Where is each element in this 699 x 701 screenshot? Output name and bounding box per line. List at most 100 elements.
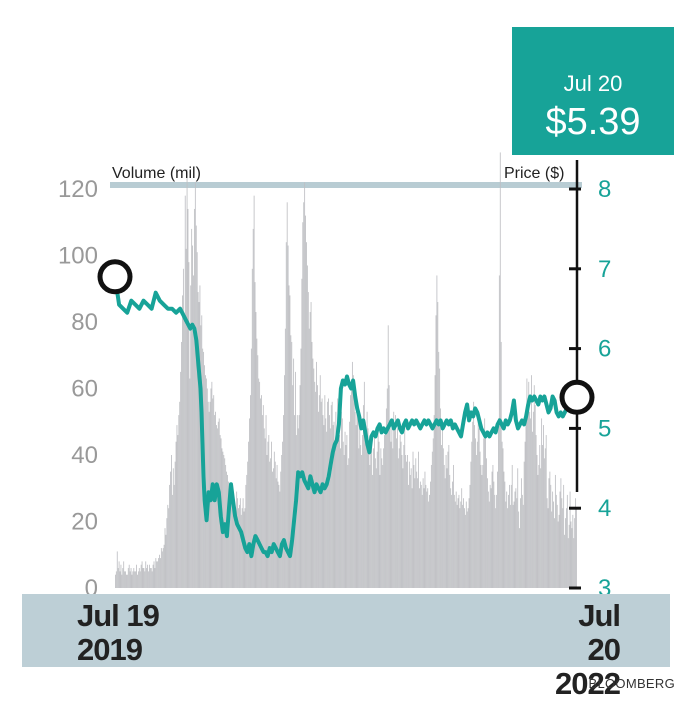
volume-bar bbox=[475, 455, 477, 588]
volume-bar bbox=[339, 435, 340, 588]
volume-bar bbox=[305, 215, 306, 588]
volume-bar bbox=[554, 474, 556, 588]
volume-bar bbox=[196, 252, 198, 588]
source-credit: BLOOMBERG bbox=[588, 676, 675, 691]
volume-bar bbox=[425, 484, 427, 588]
volume-bar bbox=[552, 491, 554, 588]
volume-bar bbox=[473, 401, 475, 588]
volume-bar bbox=[144, 571, 146, 589]
volume-bar bbox=[371, 435, 373, 588]
volume-bar bbox=[359, 428, 361, 588]
volume-bar bbox=[369, 464, 371, 588]
volume-bar bbox=[194, 182, 196, 588]
volume-bar bbox=[249, 418, 250, 588]
volume-bar bbox=[464, 508, 465, 588]
volume-bar bbox=[191, 228, 193, 588]
volume-bar bbox=[184, 195, 186, 588]
volume-bar bbox=[182, 295, 183, 588]
volume-bar bbox=[399, 435, 401, 588]
volume-bar bbox=[435, 315, 437, 588]
volume-bar bbox=[434, 375, 436, 588]
volume-bar bbox=[405, 455, 407, 588]
volume-bar bbox=[116, 551, 118, 588]
volume-bar bbox=[376, 451, 378, 588]
volume-bar bbox=[374, 431, 375, 588]
volume-bar bbox=[293, 358, 295, 588]
volume-bar bbox=[197, 292, 199, 588]
volume-bar bbox=[462, 504, 464, 589]
volume-bar bbox=[200, 325, 202, 588]
volume-bar bbox=[564, 534, 565, 588]
volume-bars bbox=[115, 152, 577, 589]
volume-bar bbox=[433, 415, 435, 588]
volume-bar bbox=[274, 461, 276, 588]
volume-bar bbox=[356, 401, 358, 588]
volume-bar bbox=[257, 355, 259, 588]
volume-bar bbox=[342, 441, 344, 588]
volume-bar bbox=[143, 568, 145, 588]
volume-bar bbox=[234, 504, 236, 589]
volume-bar bbox=[308, 328, 310, 588]
volume-bar bbox=[319, 375, 321, 588]
volume-bar bbox=[254, 282, 256, 588]
volume-bar bbox=[285, 242, 287, 588]
volume-bar bbox=[280, 471, 282, 589]
volume-bar bbox=[175, 441, 177, 588]
volume-bar bbox=[157, 561, 159, 588]
volume-bar bbox=[246, 474, 248, 588]
volume-bar bbox=[438, 351, 440, 588]
volume-bar bbox=[186, 169, 188, 589]
volume-bar bbox=[137, 574, 138, 588]
volume-bar bbox=[539, 445, 541, 588]
volume-bar bbox=[229, 491, 231, 588]
volume-bar bbox=[480, 464, 482, 588]
volume-bar bbox=[367, 428, 369, 588]
volume-bar bbox=[331, 401, 333, 588]
volume-bar bbox=[561, 498, 563, 588]
volume-bar bbox=[432, 438, 434, 589]
volume-bar bbox=[193, 275, 194, 588]
volume-bar bbox=[136, 564, 137, 588]
volume-bar bbox=[147, 564, 148, 588]
volume-bar bbox=[430, 464, 432, 588]
volume-bar bbox=[286, 202, 288, 589]
volume-bar bbox=[365, 441, 367, 588]
volume-bar bbox=[463, 498, 464, 588]
volume-bar bbox=[340, 448, 341, 588]
left-axis-label: Volume (mil) bbox=[112, 165, 201, 182]
volume-bar bbox=[263, 428, 265, 588]
volume-bar bbox=[524, 441, 526, 588]
volume-bar bbox=[378, 441, 380, 588]
volume-bar bbox=[300, 348, 302, 588]
volume-bar bbox=[486, 478, 488, 588]
volume-bar bbox=[430, 481, 431, 588]
volume-bar bbox=[389, 421, 391, 588]
volume-bar bbox=[417, 478, 419, 588]
volume-bar bbox=[325, 418, 327, 588]
volume-bar bbox=[441, 445, 442, 588]
volume-bar bbox=[183, 315, 185, 588]
volume-bar bbox=[118, 561, 120, 588]
volume-bar bbox=[180, 371, 182, 589]
price-callout: Jul 20 $5.39 bbox=[512, 27, 674, 155]
volume-bar bbox=[259, 381, 261, 588]
right-axis-label: Price ($) bbox=[504, 165, 565, 182]
volume-bar bbox=[477, 415, 479, 588]
volume-bar bbox=[145, 561, 147, 588]
volume-bar bbox=[436, 275, 438, 588]
volume-bar bbox=[396, 438, 397, 589]
volume-bar bbox=[250, 395, 251, 588]
volume-bar bbox=[563, 484, 565, 588]
volume-bar bbox=[428, 501, 430, 588]
volume-bar bbox=[357, 418, 359, 588]
volume-bar bbox=[349, 421, 351, 588]
volume-bar bbox=[151, 571, 153, 589]
volume-bar bbox=[440, 408, 441, 588]
volume-bar bbox=[282, 441, 284, 588]
end-year: 2022 bbox=[555, 666, 621, 701]
volume-bar bbox=[537, 474, 539, 588]
header-bar bbox=[110, 182, 582, 188]
volume-bar bbox=[448, 445, 450, 588]
volume-bar bbox=[140, 564, 142, 588]
volume-bar bbox=[276, 464, 278, 588]
